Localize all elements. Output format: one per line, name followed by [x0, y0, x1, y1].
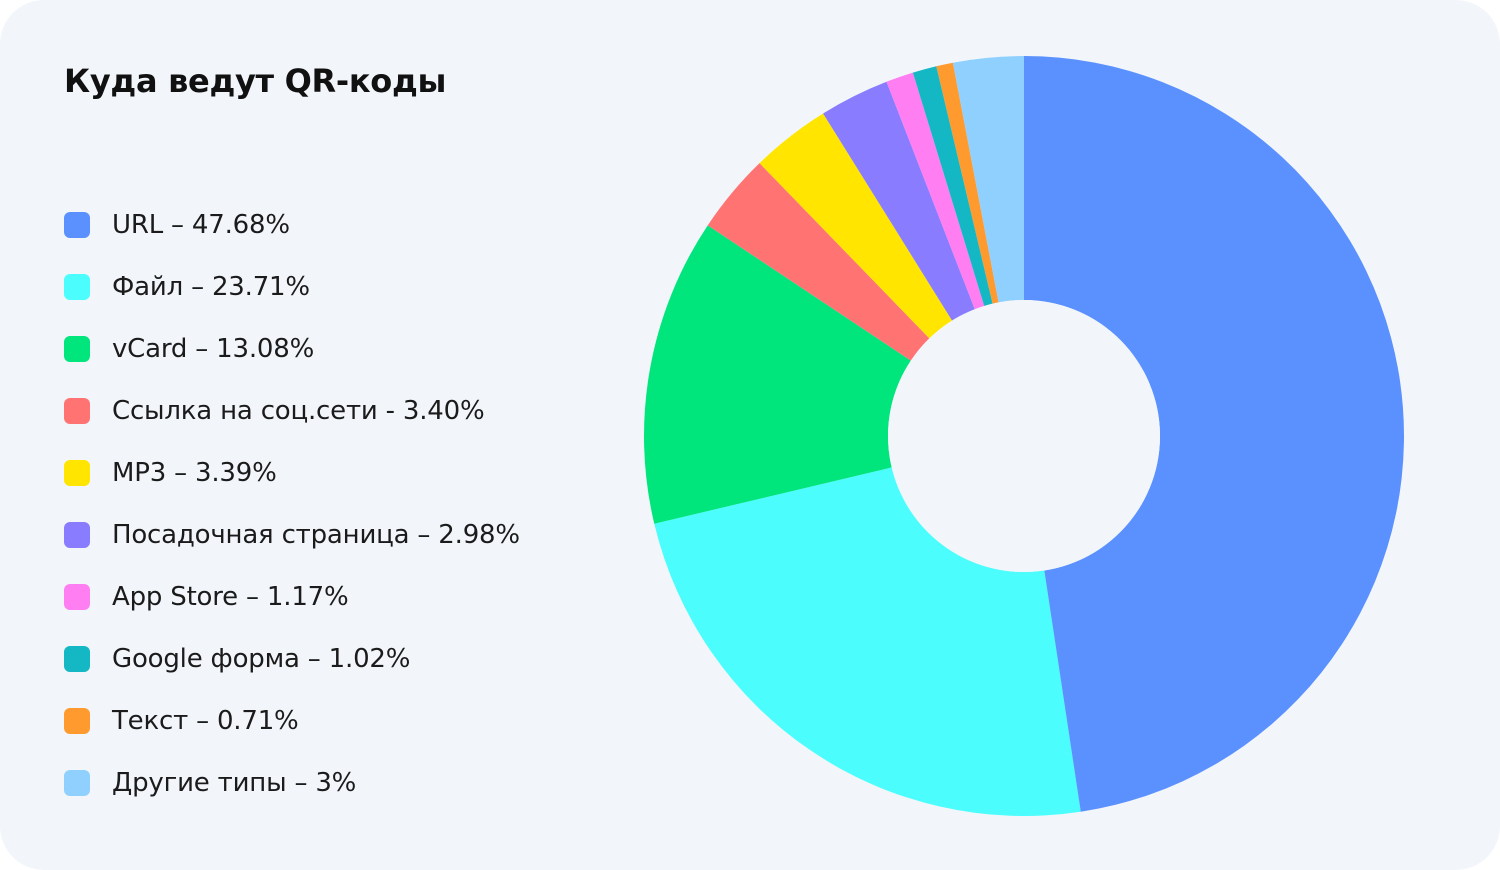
- slice-app-store: [886, 72, 985, 310]
- legend-item-landing-page: Посадочная страница – 2.98%: [64, 504, 520, 566]
- slice-другие-типы: [952, 56, 1024, 303]
- donut-chart: [644, 56, 1405, 817]
- slice-посадочная-страница: [823, 81, 975, 321]
- chart-title: Куда ведут QR-коды: [64, 62, 447, 100]
- legend-swatch: [64, 212, 90, 238]
- slice-url: [1024, 56, 1405, 812]
- legend-label: Текст – 0.71%: [112, 706, 299, 736]
- legend-label: Ссылка на соц.сети - 3.40%: [112, 396, 485, 426]
- slice-файл: [654, 467, 1081, 817]
- legend-item-file: Файл – 23.71%: [64, 256, 520, 318]
- legend-swatch: [64, 336, 90, 362]
- donut-hole: [888, 300, 1160, 572]
- legend-swatch: [64, 646, 90, 672]
- legend-item-other-types: Другие типы – 3%: [64, 752, 520, 814]
- slice-vcard: [644, 225, 911, 524]
- chart-legend: URL – 47.68% Файл – 23.71% vCard – 13.08…: [64, 194, 520, 814]
- legend-label: Посадочная страница – 2.98%: [112, 520, 520, 550]
- legend-label: Google форма – 1.02%: [112, 644, 411, 674]
- legend-item-text: Текст – 0.71%: [64, 690, 520, 752]
- legend-swatch: [64, 584, 90, 610]
- legend-item-social-links: Ссылка на соц.сети - 3.40%: [64, 380, 520, 442]
- legend-label: App Store – 1.17%: [112, 582, 349, 612]
- slice-google-форма: [912, 66, 993, 306]
- legend-swatch: [64, 708, 90, 734]
- legend-swatch: [64, 770, 90, 796]
- legend-item-url: URL – 47.68%: [64, 194, 520, 256]
- legend-swatch: [64, 522, 90, 548]
- legend-swatch: [64, 398, 90, 424]
- legend-item-google-form: Google форма – 1.02%: [64, 628, 520, 690]
- legend-swatch: [64, 460, 90, 486]
- legend-label: URL – 47.68%: [112, 210, 290, 240]
- legend-swatch: [64, 274, 90, 300]
- slice-текст: [936, 62, 999, 304]
- legend-label: Файл – 23.71%: [112, 272, 310, 302]
- legend-item-app-store: App Store – 1.17%: [64, 566, 520, 628]
- slice-ссылка-на-соц-сети: [707, 163, 930, 361]
- legend-item-mp3: MP3 – 3.39%: [64, 442, 520, 504]
- legend-label: Другие типы – 3%: [112, 768, 357, 798]
- slice-mp3: [759, 113, 953, 339]
- legend-label: vCard – 13.08%: [112, 334, 315, 364]
- legend-label: MP3 – 3.39%: [112, 458, 277, 488]
- legend-item-vcard: vCard – 13.08%: [64, 318, 520, 380]
